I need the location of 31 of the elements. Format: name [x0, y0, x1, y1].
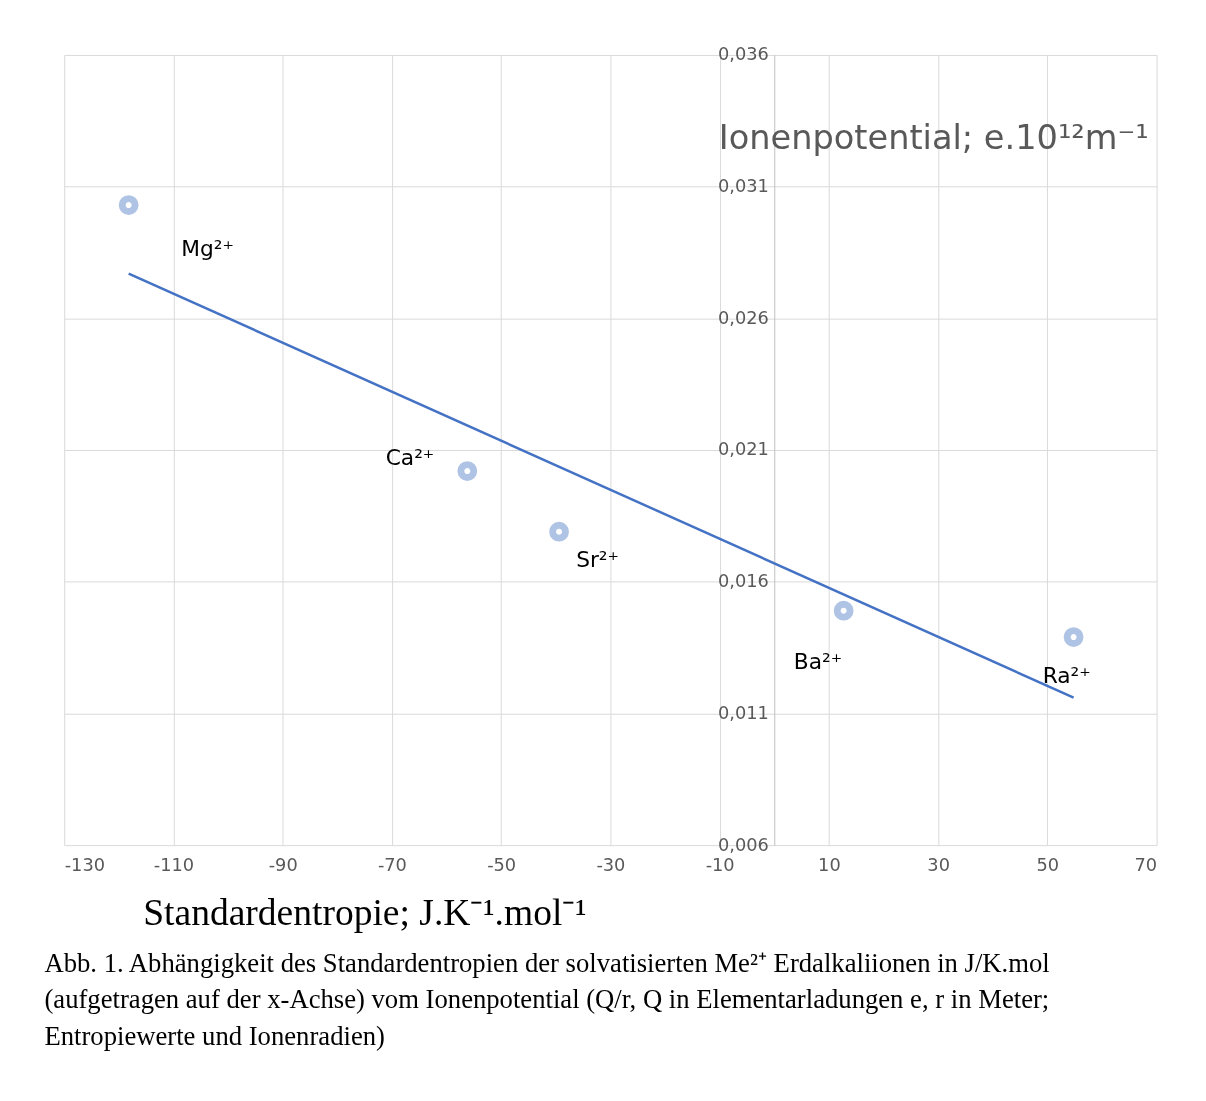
annotation: Ra²⁺ [1042, 663, 1091, 689]
point [1063, 627, 1084, 647]
y-tick-label: 0,016 [717, 571, 769, 592]
y-tick-label: 0,011 [717, 702, 769, 723]
annotation: Mg²⁺ [181, 236, 235, 262]
y-tick-label: 0,036 [717, 44, 769, 65]
x-tick-label: -50 [487, 855, 517, 876]
x-tick-label: 30 [927, 855, 950, 876]
x-tick-label: -130 [64, 855, 106, 876]
y-tick-label: 0,031 [717, 176, 769, 197]
y-tick-label: 0,021 [717, 439, 769, 460]
point [457, 461, 478, 481]
x-tick-label: -110 [153, 855, 195, 876]
x-tick-label: -30 [596, 855, 626, 876]
x-tick-label: -70 [377, 855, 407, 876]
point [549, 521, 569, 542]
caption: Abb. 1. Abhängigkeit des Standardentropien der solvatisierten Me²⁺ Erdalkaliionen in J/K.mol (aufgetragen auf der x-Achse) vom Ionenpotential (Q/r, Q in Elementarladungen e, r in Meter; Entropiewerte und Ionenradien) [44, 947, 1050, 1051]
point [118, 195, 139, 215]
x-axis-title: Standardentropie; J.K⁻¹.mol⁻¹ [143, 892, 587, 934]
y-tick-label: 0,006 [717, 834, 769, 855]
x-tick-label: 50 [1036, 855, 1060, 876]
y-axis-title: Ionenpotential; e.10¹²m⁻¹ [718, 117, 1149, 157]
annotation: Sr²⁺ [576, 547, 620, 573]
annotation: Ca²⁺ [385, 445, 435, 471]
x-tick-label: -10 [705, 855, 735, 876]
point [833, 600, 854, 621]
x-tick-label: 70 [1134, 855, 1158, 876]
x-tick-label: -90 [268, 855, 298, 876]
y-tick-label: 0,026 [717, 307, 769, 328]
x-tick-label: 10 [818, 855, 841, 876]
annotation: Ba²⁺ [793, 648, 843, 674]
